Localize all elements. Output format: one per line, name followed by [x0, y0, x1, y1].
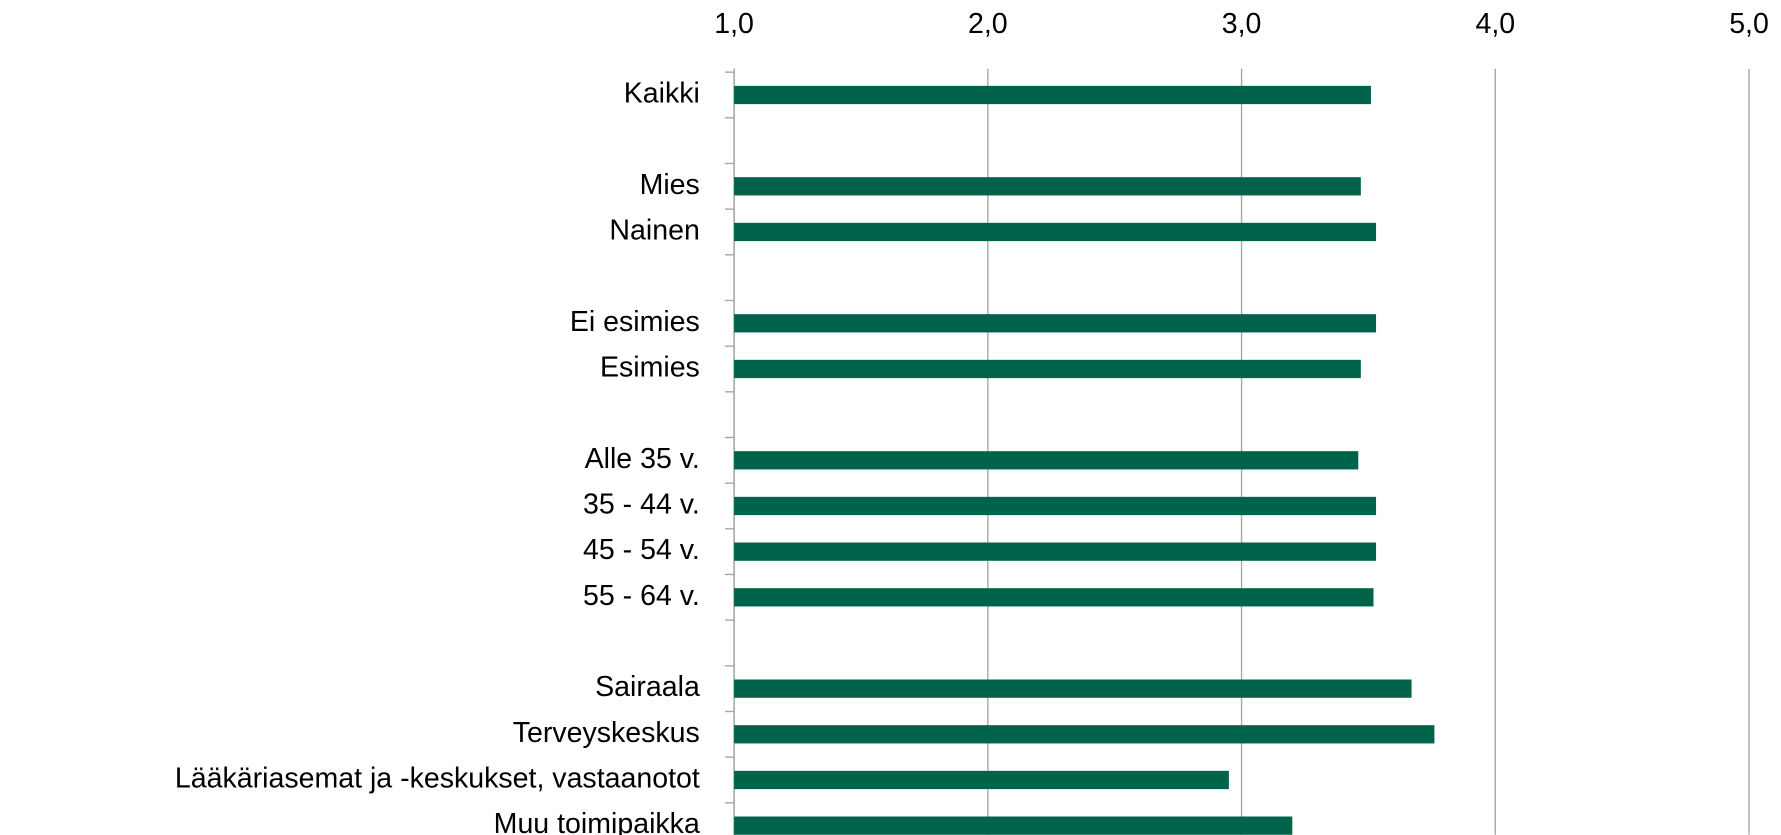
y-tick-label: Lääkäriasemat ja -keskukset, vastaanotot — [175, 763, 700, 795]
bar — [734, 177, 1361, 196]
bar — [734, 359, 1361, 379]
bar — [734, 679, 1412, 698]
bar — [734, 85, 1371, 105]
x-tick-label: 3,0 — [1222, 8, 1262, 40]
bar — [734, 222, 1377, 242]
bar — [734, 770, 1229, 790]
y-tick-label: 35 - 44 v. — [583, 489, 700, 521]
y-tick-label: Mies — [640, 169, 700, 201]
y-tick-label: Nainen — [609, 215, 699, 247]
y-tick-label: Sairaala — [595, 671, 700, 703]
bar — [734, 816, 1293, 835]
x-tick-label: 1,0 — [714, 8, 754, 40]
bar — [734, 496, 1377, 516]
y-tick-label: Esimies — [600, 352, 700, 384]
y-tick-label: Muu toimipaikka — [494, 808, 700, 835]
x-tick-label: 5,0 — [1729, 8, 1769, 40]
bar — [734, 588, 1374, 607]
bar — [734, 542, 1377, 561]
y-tick-label: 55 - 64 v. — [583, 580, 700, 612]
y-tick-label: Terveyskeskus — [513, 717, 700, 749]
bar — [734, 725, 1435, 744]
y-tick-label: Kaikki — [624, 78, 700, 110]
x-tick-label: 2,0 — [968, 8, 1008, 40]
bar — [734, 314, 1377, 333]
bar — [734, 451, 1359, 470]
x-tick-label: 4,0 — [1475, 8, 1515, 40]
y-tick-label: Ei esimies — [570, 306, 700, 338]
y-tick-label: Alle 35 v. — [585, 443, 700, 475]
y-tick-label: 45 - 54 v. — [583, 534, 700, 566]
